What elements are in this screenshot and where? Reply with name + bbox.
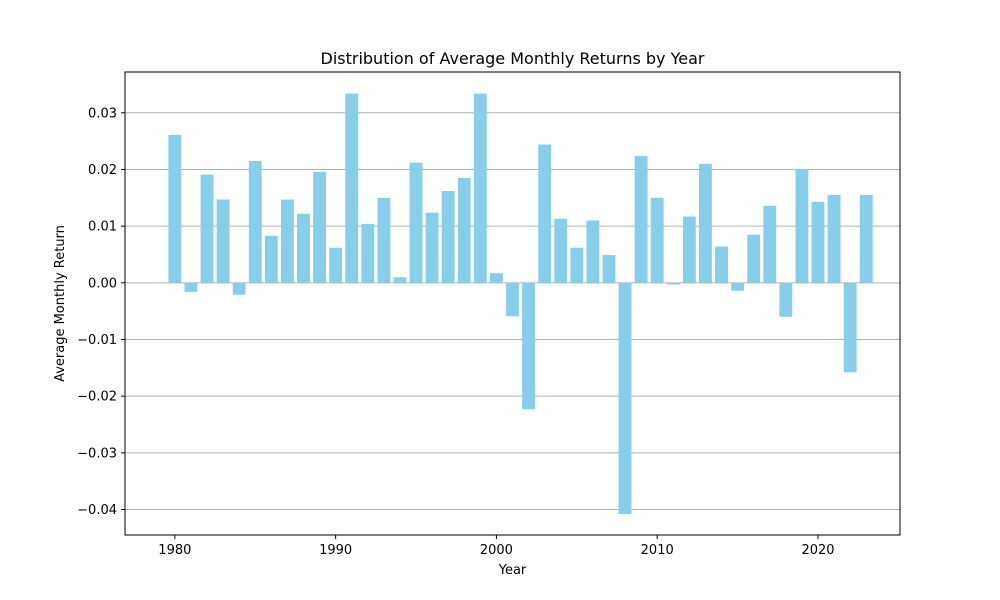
y-tick-label: 0.03: [88, 106, 117, 121]
x-tick-label: 2020: [801, 543, 834, 558]
axis-ticks: −0.04 −0.03 −0.02 −0.01 0.00 0.01 0.02 0.03 1980…: [77, 106, 834, 558]
bar-1989: [313, 171, 326, 283]
bar-1995: [409, 162, 423, 283]
bar-1985: [248, 160, 262, 283]
bar-1993: [377, 197, 391, 283]
bar-2009: [634, 155, 648, 283]
y-tick-label: −0.03: [77, 446, 117, 461]
y-axis-label: Average Monthly Return: [53, 225, 68, 382]
bar-1988: [297, 213, 310, 283]
bar-1986: [264, 235, 278, 283]
bars: [168, 93, 873, 515]
x-tick-label: 2010: [641, 543, 674, 558]
bar-1998: [457, 177, 471, 283]
bar-2022: [843, 282, 857, 373]
y-tick-label: 0.01: [88, 220, 117, 235]
bar-2005: [570, 247, 584, 283]
bar-1984: [232, 282, 246, 295]
bar-2012: [682, 216, 696, 283]
y-tick-label: 0.00: [88, 276, 117, 291]
bar-1980: [168, 134, 182, 283]
y-tick-label: 0.02: [88, 163, 117, 178]
bar-2010: [650, 197, 664, 283]
bar-2002: [522, 282, 536, 410]
bar-1999: [473, 93, 487, 283]
bar-1983: [216, 199, 230, 283]
bar-1982: [200, 174, 214, 283]
chart-title: Distribution of Average Monthly Returns …: [321, 49, 705, 68]
bar-1992: [361, 223, 375, 283]
bar-2001: [506, 282, 519, 317]
x-tick-label: 1990: [319, 543, 352, 558]
bar-2023: [859, 194, 873, 283]
bar-2017: [763, 205, 777, 283]
bar-2015: [731, 282, 745, 291]
bar-2004: [554, 218, 568, 283]
bar-2008: [618, 282, 632, 515]
bar-2006: [586, 220, 600, 283]
bar-1991: [345, 93, 359, 283]
bar-1997: [441, 191, 455, 283]
bar-2007: [602, 255, 616, 283]
x-tick-label: 2000: [480, 543, 513, 558]
y-tick-label: −0.01: [77, 333, 117, 348]
y-tick-label: −0.04: [77, 503, 117, 518]
bar-2013: [699, 163, 712, 283]
bar-2000: [489, 273, 503, 283]
x-axis-label: Year: [498, 563, 527, 578]
bar-2011: [666, 282, 680, 285]
bar-1996: [425, 212, 439, 283]
bar-2016: [747, 234, 761, 283]
bar-1987: [280, 199, 294, 283]
y-tick-label: −0.02: [77, 390, 117, 405]
bar-1994: [393, 277, 407, 283]
bar-2003: [538, 144, 552, 283]
bar-2018: [779, 282, 793, 317]
x-tick-label: 1980: [158, 543, 191, 558]
bar-1990: [329, 247, 343, 283]
bar-2019: [795, 168, 809, 283]
bar-2021: [827, 194, 841, 283]
bar-1981: [184, 282, 198, 292]
bar-2014: [715, 246, 728, 283]
plot-area-frame: [124, 71, 901, 536]
bar-2020: [811, 201, 825, 283]
